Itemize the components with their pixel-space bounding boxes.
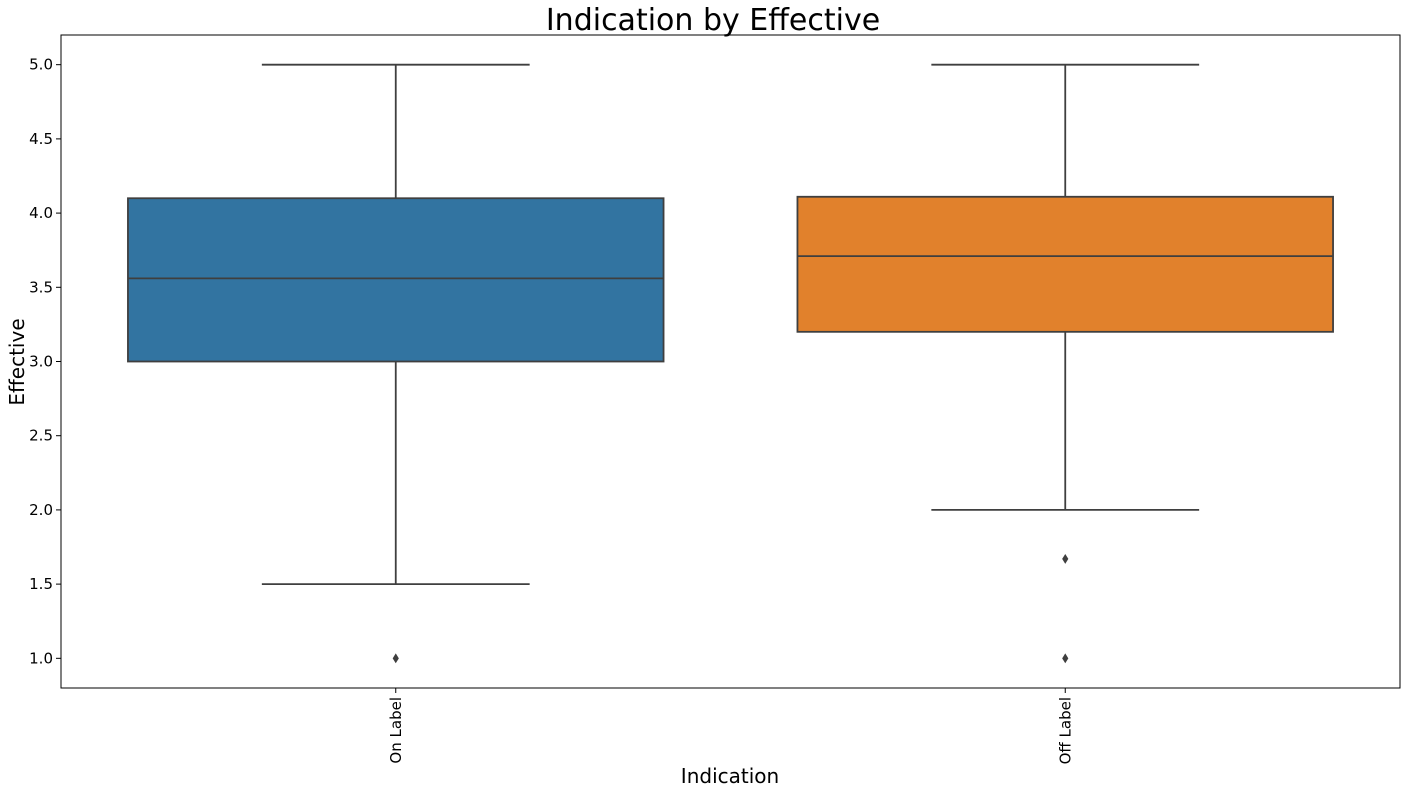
chart-title: Indication by Effective bbox=[546, 3, 880, 38]
x-tick-label: Off Label bbox=[1056, 697, 1074, 764]
y-tick-label: 2.5 bbox=[29, 427, 53, 445]
box-body bbox=[127, 197, 665, 363]
y-tick-label: 4.0 bbox=[29, 204, 53, 222]
plot-area bbox=[127, 63, 1334, 664]
plot-frame bbox=[60, 34, 1401, 689]
box-group-off-label bbox=[796, 63, 1334, 664]
box-body bbox=[796, 195, 1334, 333]
y-tick-label: 1.5 bbox=[29, 575, 53, 593]
y-tick-label: 3.0 bbox=[29, 353, 53, 371]
y-tick-label: 2.0 bbox=[29, 501, 53, 519]
outlier-point bbox=[392, 653, 399, 664]
y-tick-label: 1.0 bbox=[29, 649, 53, 667]
x-tick-label: On Label bbox=[387, 697, 405, 764]
y-axis-title: Effective bbox=[5, 318, 29, 405]
y-tick-label: 4.5 bbox=[29, 130, 53, 148]
outlier-point bbox=[1062, 653, 1069, 664]
y-tick-label: 3.5 bbox=[29, 278, 53, 296]
y-axis: 1.0 1.5 2.0 2.5 3.0 3.5 4.0 4.5 5.0 bbox=[29, 56, 61, 667]
x-axis-title: Indication bbox=[681, 764, 779, 788]
box-group-on-label bbox=[127, 63, 665, 664]
y-tick-label: 5.0 bbox=[29, 56, 53, 74]
outlier-point bbox=[1062, 553, 1069, 564]
x-axis: On Label Off Label bbox=[387, 688, 1074, 764]
